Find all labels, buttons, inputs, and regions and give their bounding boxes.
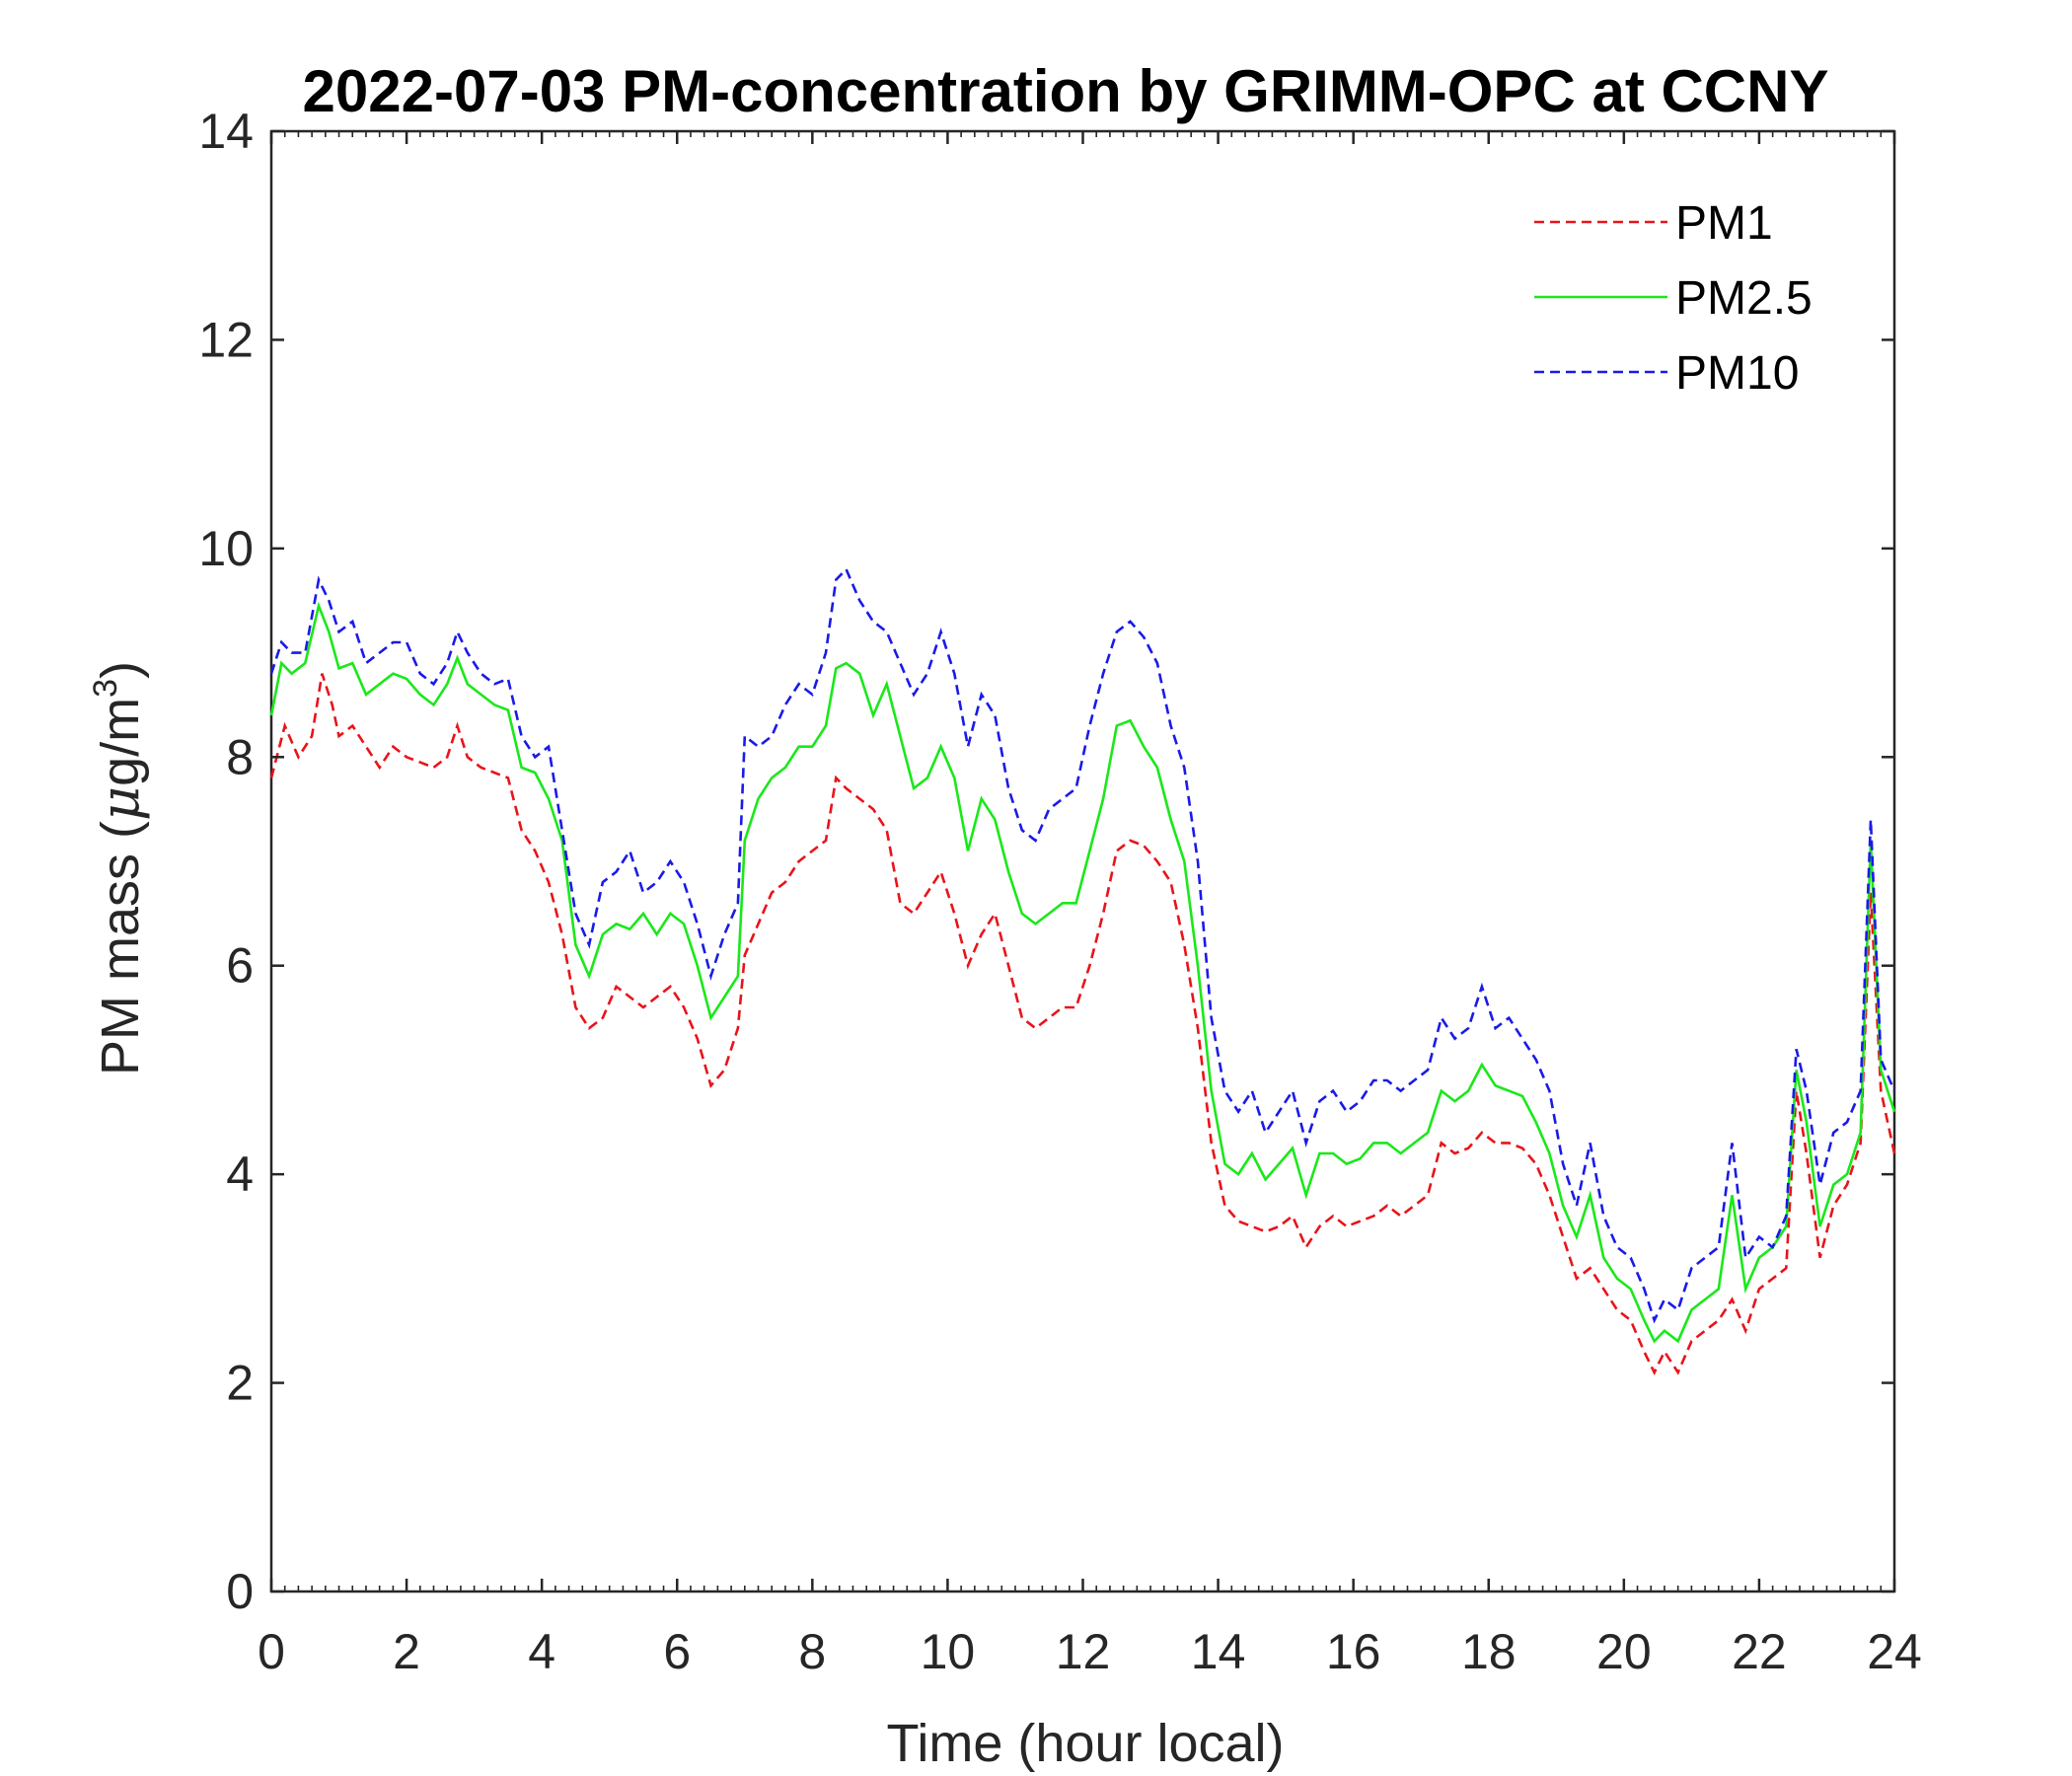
y-tick-label-3: 6: [226, 938, 254, 994]
x-tick-label-5: 10: [921, 1624, 976, 1679]
y-tick-label-2: 4: [226, 1147, 254, 1202]
y-tick-label-4: 8: [226, 729, 254, 784]
x-tick-label-6: 12: [1056, 1624, 1111, 1679]
y-axis-label-close: ): [91, 661, 150, 679]
y-axis-label-mu: μ: [89, 786, 151, 821]
y-axis-label-sup: 3: [87, 679, 124, 698]
x-tick-label-12: 24: [1867, 1624, 1922, 1679]
y-tick-label-5: 10: [198, 521, 254, 576]
x-tick-label-3: 6: [663, 1624, 691, 1679]
y-tick-label-1: 2: [226, 1356, 254, 1411]
x-tick-label-0: 0: [258, 1624, 285, 1679]
y-tick-label-7: 14: [198, 104, 254, 159]
y-axis-label: PM mass (μg/m3): [87, 661, 151, 1075]
x-tick-label-10: 20: [1596, 1624, 1652, 1679]
series-line-0: [269, 673, 1896, 1375]
x-tick-label-1: 2: [393, 1624, 420, 1679]
y-tick-label-0: 0: [226, 1564, 254, 1619]
y-axis-label-main: PM mass (: [91, 821, 150, 1075]
series-line-1: [269, 601, 1896, 1344]
x-tick-label-7: 14: [1191, 1624, 1246, 1679]
series-layer: [269, 566, 1896, 1375]
x-tick-label-4: 8: [798, 1624, 826, 1679]
chart-title: 2022-07-03 PM-concentration by GRIMM-OPC…: [303, 58, 1829, 124]
legend-label-0: PM1: [1675, 197, 1773, 250]
y-tick-label-6: 12: [198, 312, 254, 367]
x-tick-label-8: 16: [1326, 1624, 1381, 1679]
x-tick-label-2: 4: [528, 1624, 555, 1679]
legend-label-1: PM2.5: [1675, 272, 1813, 325]
x-axis-label: Time (hour local): [886, 1714, 1284, 1773]
y-axis-label-unit: g/m: [91, 698, 150, 786]
legend-label-2: PM10: [1675, 347, 1799, 400]
legend: PM1 PM2.5 PM10: [1534, 197, 1813, 400]
axes-box: [269, 129, 1896, 1593]
x-tick-label-11: 22: [1732, 1624, 1787, 1679]
x-tick-label-9: 18: [1461, 1624, 1517, 1679]
